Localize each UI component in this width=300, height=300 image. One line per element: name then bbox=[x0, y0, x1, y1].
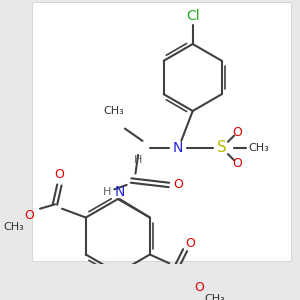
Text: O: O bbox=[55, 168, 64, 181]
Text: CH₃: CH₃ bbox=[3, 222, 24, 232]
Text: CH₃: CH₃ bbox=[103, 106, 124, 116]
Text: O: O bbox=[173, 178, 183, 191]
Text: H: H bbox=[103, 187, 112, 197]
Text: Cl: Cl bbox=[186, 9, 200, 23]
Text: N: N bbox=[114, 185, 125, 199]
Text: O: O bbox=[25, 209, 34, 222]
Text: O: O bbox=[233, 157, 243, 170]
Text: O: O bbox=[233, 126, 243, 139]
Text: H: H bbox=[134, 155, 142, 165]
Text: N: N bbox=[172, 141, 183, 155]
Text: O: O bbox=[185, 237, 195, 250]
Text: CH₃: CH₃ bbox=[248, 143, 269, 153]
Text: CH₃: CH₃ bbox=[205, 294, 225, 300]
Text: O: O bbox=[194, 281, 204, 295]
Text: S: S bbox=[217, 140, 226, 155]
FancyBboxPatch shape bbox=[32, 3, 291, 262]
